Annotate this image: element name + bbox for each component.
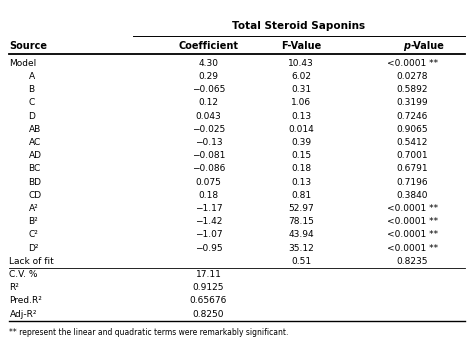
Text: 0.7001: 0.7001	[397, 151, 428, 160]
Text: D: D	[28, 111, 36, 120]
Text: 0.6791: 0.6791	[397, 164, 428, 173]
Text: 17.11: 17.11	[196, 270, 221, 279]
Text: 0.7246: 0.7246	[397, 111, 428, 120]
Text: 0.9065: 0.9065	[397, 125, 428, 134]
Text: 0.29: 0.29	[199, 72, 219, 81]
Text: 0.18: 0.18	[291, 164, 311, 173]
Text: p: p	[403, 41, 410, 51]
Text: 0.8235: 0.8235	[397, 257, 428, 266]
Text: 0.014: 0.014	[288, 125, 314, 134]
Text: 43.94: 43.94	[288, 230, 314, 239]
Text: Total Steroid Saponins: Total Steroid Saponins	[232, 21, 365, 31]
Text: 1.06: 1.06	[291, 98, 311, 107]
Text: −1.17: −1.17	[195, 204, 222, 213]
Text: AB: AB	[28, 125, 41, 134]
Text: -Value: -Value	[410, 41, 444, 51]
Text: AC: AC	[28, 138, 41, 147]
Text: 0.51: 0.51	[291, 257, 311, 266]
Text: Lack of fit: Lack of fit	[9, 257, 54, 266]
Text: CD: CD	[28, 191, 42, 200]
Text: Pred.R²: Pred.R²	[9, 296, 42, 305]
Text: 10.43: 10.43	[288, 59, 314, 68]
Text: 0.5892: 0.5892	[397, 85, 428, 94]
Text: 78.15: 78.15	[288, 217, 314, 226]
Text: −0.086: −0.086	[192, 164, 225, 173]
Text: −0.95: −0.95	[195, 244, 222, 252]
Text: C: C	[28, 98, 35, 107]
Text: BD: BD	[28, 178, 41, 187]
Text: 0.81: 0.81	[291, 191, 311, 200]
Text: <0.0001 **: <0.0001 **	[387, 59, 438, 68]
Text: <0.0001 **: <0.0001 **	[387, 244, 438, 252]
Text: 4.30: 4.30	[199, 59, 219, 68]
Text: 0.043: 0.043	[196, 111, 221, 120]
Text: <0.0001 **: <0.0001 **	[387, 230, 438, 239]
Text: B: B	[28, 85, 35, 94]
Text: ** represent the linear and quadratic terms were remarkably significant.: ** represent the linear and quadratic te…	[9, 328, 289, 336]
Text: A: A	[28, 72, 35, 81]
Text: 0.9125: 0.9125	[193, 283, 224, 292]
Text: 52.97: 52.97	[288, 204, 314, 213]
Text: 0.3199: 0.3199	[397, 98, 428, 107]
Text: <0.0001 **: <0.0001 **	[387, 204, 438, 213]
Text: 0.15: 0.15	[291, 151, 311, 160]
Text: −0.025: −0.025	[192, 125, 225, 134]
Text: 0.5412: 0.5412	[397, 138, 428, 147]
Text: <0.0001 **: <0.0001 **	[387, 217, 438, 226]
Text: 0.12: 0.12	[199, 98, 219, 107]
Text: −1.07: −1.07	[195, 230, 222, 239]
Text: 0.13: 0.13	[291, 111, 311, 120]
Text: Source: Source	[9, 41, 47, 51]
Text: 0.65676: 0.65676	[190, 296, 227, 305]
Text: −1.42: −1.42	[195, 217, 222, 226]
Text: Coefficient: Coefficient	[179, 41, 238, 51]
Text: 0.31: 0.31	[291, 85, 311, 94]
Text: 6.02: 6.02	[291, 72, 311, 81]
Text: 0.13: 0.13	[291, 178, 311, 187]
Text: 0.18: 0.18	[199, 191, 219, 200]
Text: 0.39: 0.39	[291, 138, 311, 147]
Text: Adj-R²: Adj-R²	[9, 310, 37, 319]
Text: B²: B²	[28, 217, 38, 226]
Text: AD: AD	[28, 151, 41, 160]
Text: −0.081: −0.081	[192, 151, 225, 160]
Text: −0.065: −0.065	[192, 85, 225, 94]
Text: 0.8250: 0.8250	[193, 310, 224, 319]
Text: F-Value: F-Value	[281, 41, 321, 51]
Text: A²: A²	[28, 204, 38, 213]
Text: 0.3840: 0.3840	[397, 191, 428, 200]
Text: Model: Model	[9, 59, 36, 68]
Text: BC: BC	[28, 164, 41, 173]
Text: 0.075: 0.075	[196, 178, 221, 187]
Text: 0.0278: 0.0278	[397, 72, 428, 81]
Text: C.V. %: C.V. %	[9, 270, 38, 279]
Text: 0.7196: 0.7196	[397, 178, 428, 187]
Text: C²: C²	[28, 230, 38, 239]
Text: R²: R²	[9, 283, 19, 292]
Text: 35.12: 35.12	[288, 244, 314, 252]
Text: D²: D²	[28, 244, 39, 252]
Text: −0.13: −0.13	[195, 138, 222, 147]
